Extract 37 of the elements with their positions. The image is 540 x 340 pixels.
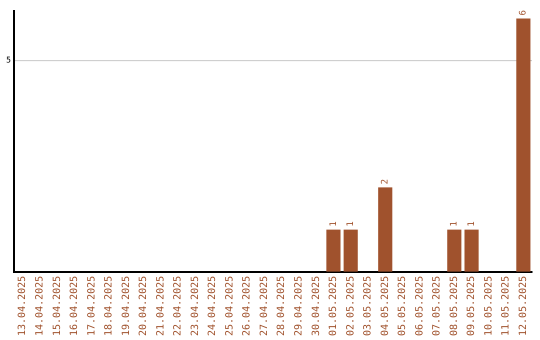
data-label: 2: [380, 178, 391, 184]
x-tick-label: 10.05.2025: [483, 276, 494, 336]
data-label: 1: [450, 221, 460, 227]
ref-line-label: 5: [6, 56, 12, 65]
data-label: 1: [466, 221, 477, 227]
data-label: 1: [328, 221, 339, 227]
x-tick-label: 04.05.2025: [380, 276, 391, 336]
x-tick-label: 07.05.2025: [432, 276, 443, 336]
x-tick-label: 27.04.2025: [258, 276, 270, 336]
x-tick-label: 02.05.2025: [345, 276, 356, 336]
x-tick-label: 29.04.2025: [293, 276, 304, 336]
x-tick-label: 08.05.2025: [448, 276, 460, 336]
x-tick-label: 20.04.2025: [138, 276, 150, 336]
x-tick-label: 25.04.2025: [224, 276, 236, 336]
x-tick-label: 22.04.2025: [172, 276, 184, 336]
data-label: 6: [518, 10, 529, 16]
x-tick-label: 03.05.2025: [362, 276, 374, 336]
x-tick-label: 18.04.2025: [104, 276, 115, 336]
x-tick-label: 16.04.2025: [69, 276, 80, 336]
x-tick-label: 24.04.2025: [207, 276, 218, 336]
x-tick-label: 01.05.2025: [328, 276, 340, 336]
x-tick-label: 14.04.2025: [34, 276, 46, 336]
x-tick-label: 28.04.2025: [276, 276, 288, 336]
x-tick-label: 12.05.2025: [518, 276, 529, 336]
x-tick-label: 19.04.2025: [120, 276, 132, 336]
x-tick-label: 13.04.2025: [17, 276, 28, 336]
data-label: 1: [346, 221, 356, 227]
x-tick-label: 21.04.2025: [155, 276, 166, 336]
x-tick-label: 30.04.2025: [310, 276, 322, 336]
x-tick-label: 15.04.2025: [52, 276, 63, 336]
x-tick-label: 06.05.2025: [414, 276, 426, 336]
x-tick-label: 11.05.2025: [500, 276, 512, 336]
x-tick-label: 17.04.2025: [86, 276, 98, 336]
x-tick-label: 09.05.2025: [466, 276, 478, 336]
x-tick-label: 05.05.2025: [397, 276, 408, 336]
x-tick-label: 23.04.2025: [190, 276, 201, 336]
x-tick-label: 26.04.2025: [242, 276, 253, 336]
